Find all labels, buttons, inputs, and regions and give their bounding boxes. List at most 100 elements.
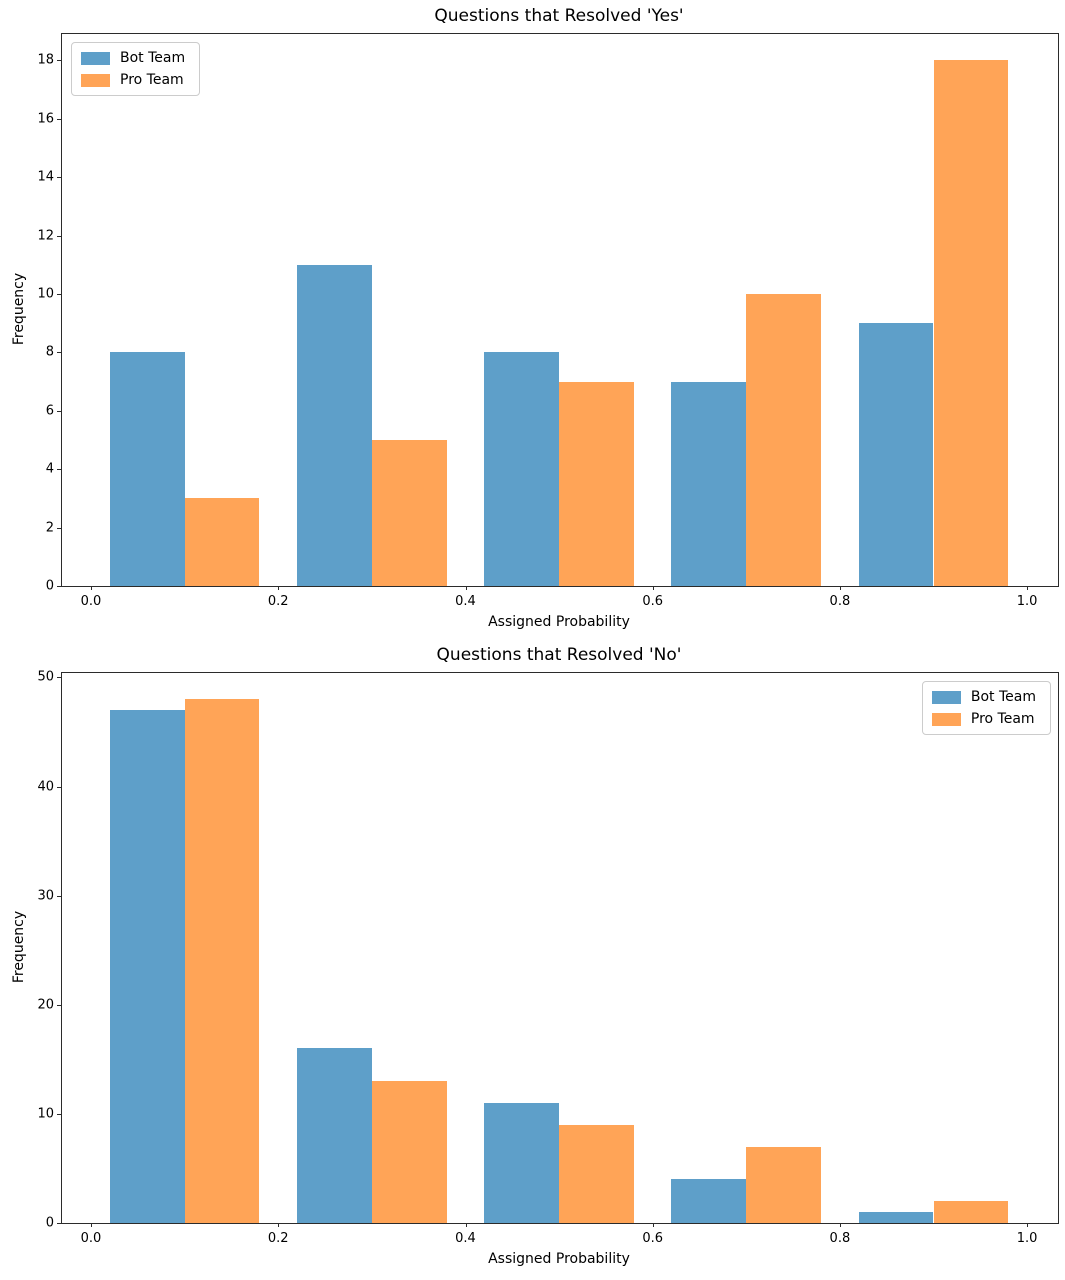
chart-title-no: Questions that Resolved 'No' <box>436 645 682 665</box>
y-tick-label: 6 <box>45 403 54 419</box>
y-tick-label: 40 <box>37 779 54 794</box>
y-tick-label: 4 <box>45 461 54 477</box>
bar-bot-team-bin3 <box>484 352 560 586</box>
y-tick-mark <box>57 586 61 587</box>
x-tick-mark <box>278 1223 280 1227</box>
chart-resolved-yes: Questions that Resolved 'Yes' 0.0 0.2 0.4 0… <box>11 6 1059 630</box>
bar-pro-team-bin5 <box>933 1201 1009 1223</box>
bar-bot-team-bin2 <box>297 264 372 586</box>
y-tick-mark <box>57 895 61 897</box>
y-tick-mark <box>57 677 61 679</box>
x-tick-label: 1.0 <box>1016 1231 1038 1246</box>
x-tick-mark <box>465 586 467 590</box>
x-tick-mark <box>839 586 841 590</box>
bar-pro-team-bin3 <box>559 381 634 586</box>
legend-swatch-pro-team <box>81 73 110 87</box>
y-tick-mark <box>57 1223 61 1224</box>
plot-area-no: 0.0 0.2 0.4 0.6 0.8 1.0 0 10 20 30 40 50 Bot Team Pro… <box>37 670 1059 1246</box>
y-tick-label: 8 <box>45 344 54 360</box>
legend-swatch-bot-team <box>81 51 110 65</box>
x-tick-mark <box>652 586 654 590</box>
legend-label-bot-team: Bot Team <box>120 50 186 66</box>
y-tick-mark <box>57 60 61 62</box>
y-tick-mark <box>57 786 61 788</box>
y-tick-label: 30 <box>37 888 54 904</box>
x-tick-label: 0.0 <box>80 1231 102 1246</box>
chart-resolved-no: Questions that Resolved 'No' 0.0 0.2 0.4 0.… <box>0 640 1065 1280</box>
y-tick-label: 20 <box>37 997 54 1013</box>
x-axis-label-no: Assigned Probability <box>488 1251 630 1267</box>
x-tick-mark <box>465 1223 467 1227</box>
y-tick-label: 18 <box>37 52 54 68</box>
bar-bot-team-bin3 <box>484 1103 560 1223</box>
x-tick-label: 0.2 <box>267 1231 289 1246</box>
x-tick-mark <box>839 1223 841 1227</box>
bar-bot-team-bin4 <box>671 1179 747 1223</box>
y-tick-label: 10 <box>37 1106 54 1122</box>
plot-area-yes: 0.0 0.2 0.4 0.6 0.8 1.0 0 2 4 6 8 10 12 14 16 18 Bot Tea… <box>37 33 1059 609</box>
x-tick-label: 0.2 <box>267 594 289 609</box>
y-tick-label: 16 <box>37 111 54 127</box>
y-tick-label: 14 <box>37 169 54 185</box>
y-tick-mark <box>57 527 61 529</box>
bar-bot-team-bin5 <box>858 1212 934 1223</box>
bar-bot-team-bin2 <box>297 1048 372 1223</box>
y-tick-label: 2 <box>45 520 54 536</box>
y-tick-label: 0 <box>45 578 54 594</box>
bar-pro-team-bin2 <box>371 440 447 586</box>
legend-entry-pro-team: Pro Team <box>81 72 189 88</box>
bar-bot-team-bin5 <box>858 323 934 586</box>
x-tick-mark <box>1027 586 1029 590</box>
legend: Bot Team Pro Team <box>921 681 1051 735</box>
legend-entry-pro-team: Pro Team <box>931 711 1040 727</box>
bar-pro-team-bin1 <box>184 498 260 586</box>
y-tick-label: 50 <box>37 669 54 685</box>
x-tick-label: 1.0 <box>1016 594 1038 609</box>
bar-pro-team-bin5 <box>933 60 1009 586</box>
legend-entry-bot-team: Bot Team <box>81 50 189 66</box>
y-tick-mark <box>57 293 61 295</box>
y-axis-label-no: Frequency <box>11 910 27 984</box>
legend: Bot Team Pro Team <box>71 42 201 96</box>
x-tick-mark <box>278 586 280 590</box>
x-tick-label: 0.8 <box>829 1231 851 1246</box>
x-tick-mark <box>652 1223 654 1227</box>
x-tick-mark <box>91 586 92 590</box>
bar-bot-team-bin1 <box>109 352 185 586</box>
legend-swatch-bot-team <box>931 690 961 704</box>
y-tick-mark <box>57 118 61 120</box>
bar-pro-team-bin1 <box>184 699 260 1223</box>
legend-label-pro-team: Pro Team <box>970 711 1035 727</box>
y-axis-label-yes: Frequency <box>11 272 27 346</box>
x-tick-mark <box>1027 1223 1029 1227</box>
x-axis-label-yes: Assigned Probability <box>488 614 630 630</box>
y-tick-label: 10 <box>37 286 54 302</box>
y-tick-label: 12 <box>37 228 54 243</box>
y-tick-mark <box>57 235 61 237</box>
bar-pro-team-bin4 <box>746 1146 822 1223</box>
legend-entry-bot-team: Bot Team <box>931 689 1040 705</box>
legend-label-bot-team: Bot Team <box>970 689 1036 705</box>
bar-pro-team-bin4 <box>746 293 822 586</box>
bar-pro-team-bin2 <box>371 1081 447 1223</box>
y-tick-mark <box>57 177 61 179</box>
y-tick-mark <box>57 1113 61 1115</box>
x-tick-label: 0.6 <box>642 1231 664 1246</box>
legend-swatch-pro-team <box>931 712 961 726</box>
x-tick-label: 0.0 <box>80 594 102 609</box>
x-tick-label: 0.8 <box>829 594 851 609</box>
y-tick-mark <box>57 410 61 412</box>
bar-bot-team-bin4 <box>671 381 747 586</box>
x-tick-mark <box>91 1223 92 1227</box>
legend-label-pro-team: Pro Team <box>120 72 184 88</box>
bar-pro-team-bin3 <box>559 1124 634 1223</box>
x-tick-label: 0.4 <box>455 594 476 609</box>
x-tick-label: 0.4 <box>455 1231 476 1246</box>
bar-bot-team-bin1 <box>109 710 185 1223</box>
y-tick-label: 0 <box>45 1215 54 1231</box>
x-tick-label: 0.6 <box>642 594 664 609</box>
y-tick-mark <box>57 352 61 354</box>
y-tick-mark <box>57 469 61 471</box>
y-tick-mark <box>57 1004 61 1006</box>
chart-title-yes: Questions that Resolved 'Yes' <box>434 6 684 26</box>
